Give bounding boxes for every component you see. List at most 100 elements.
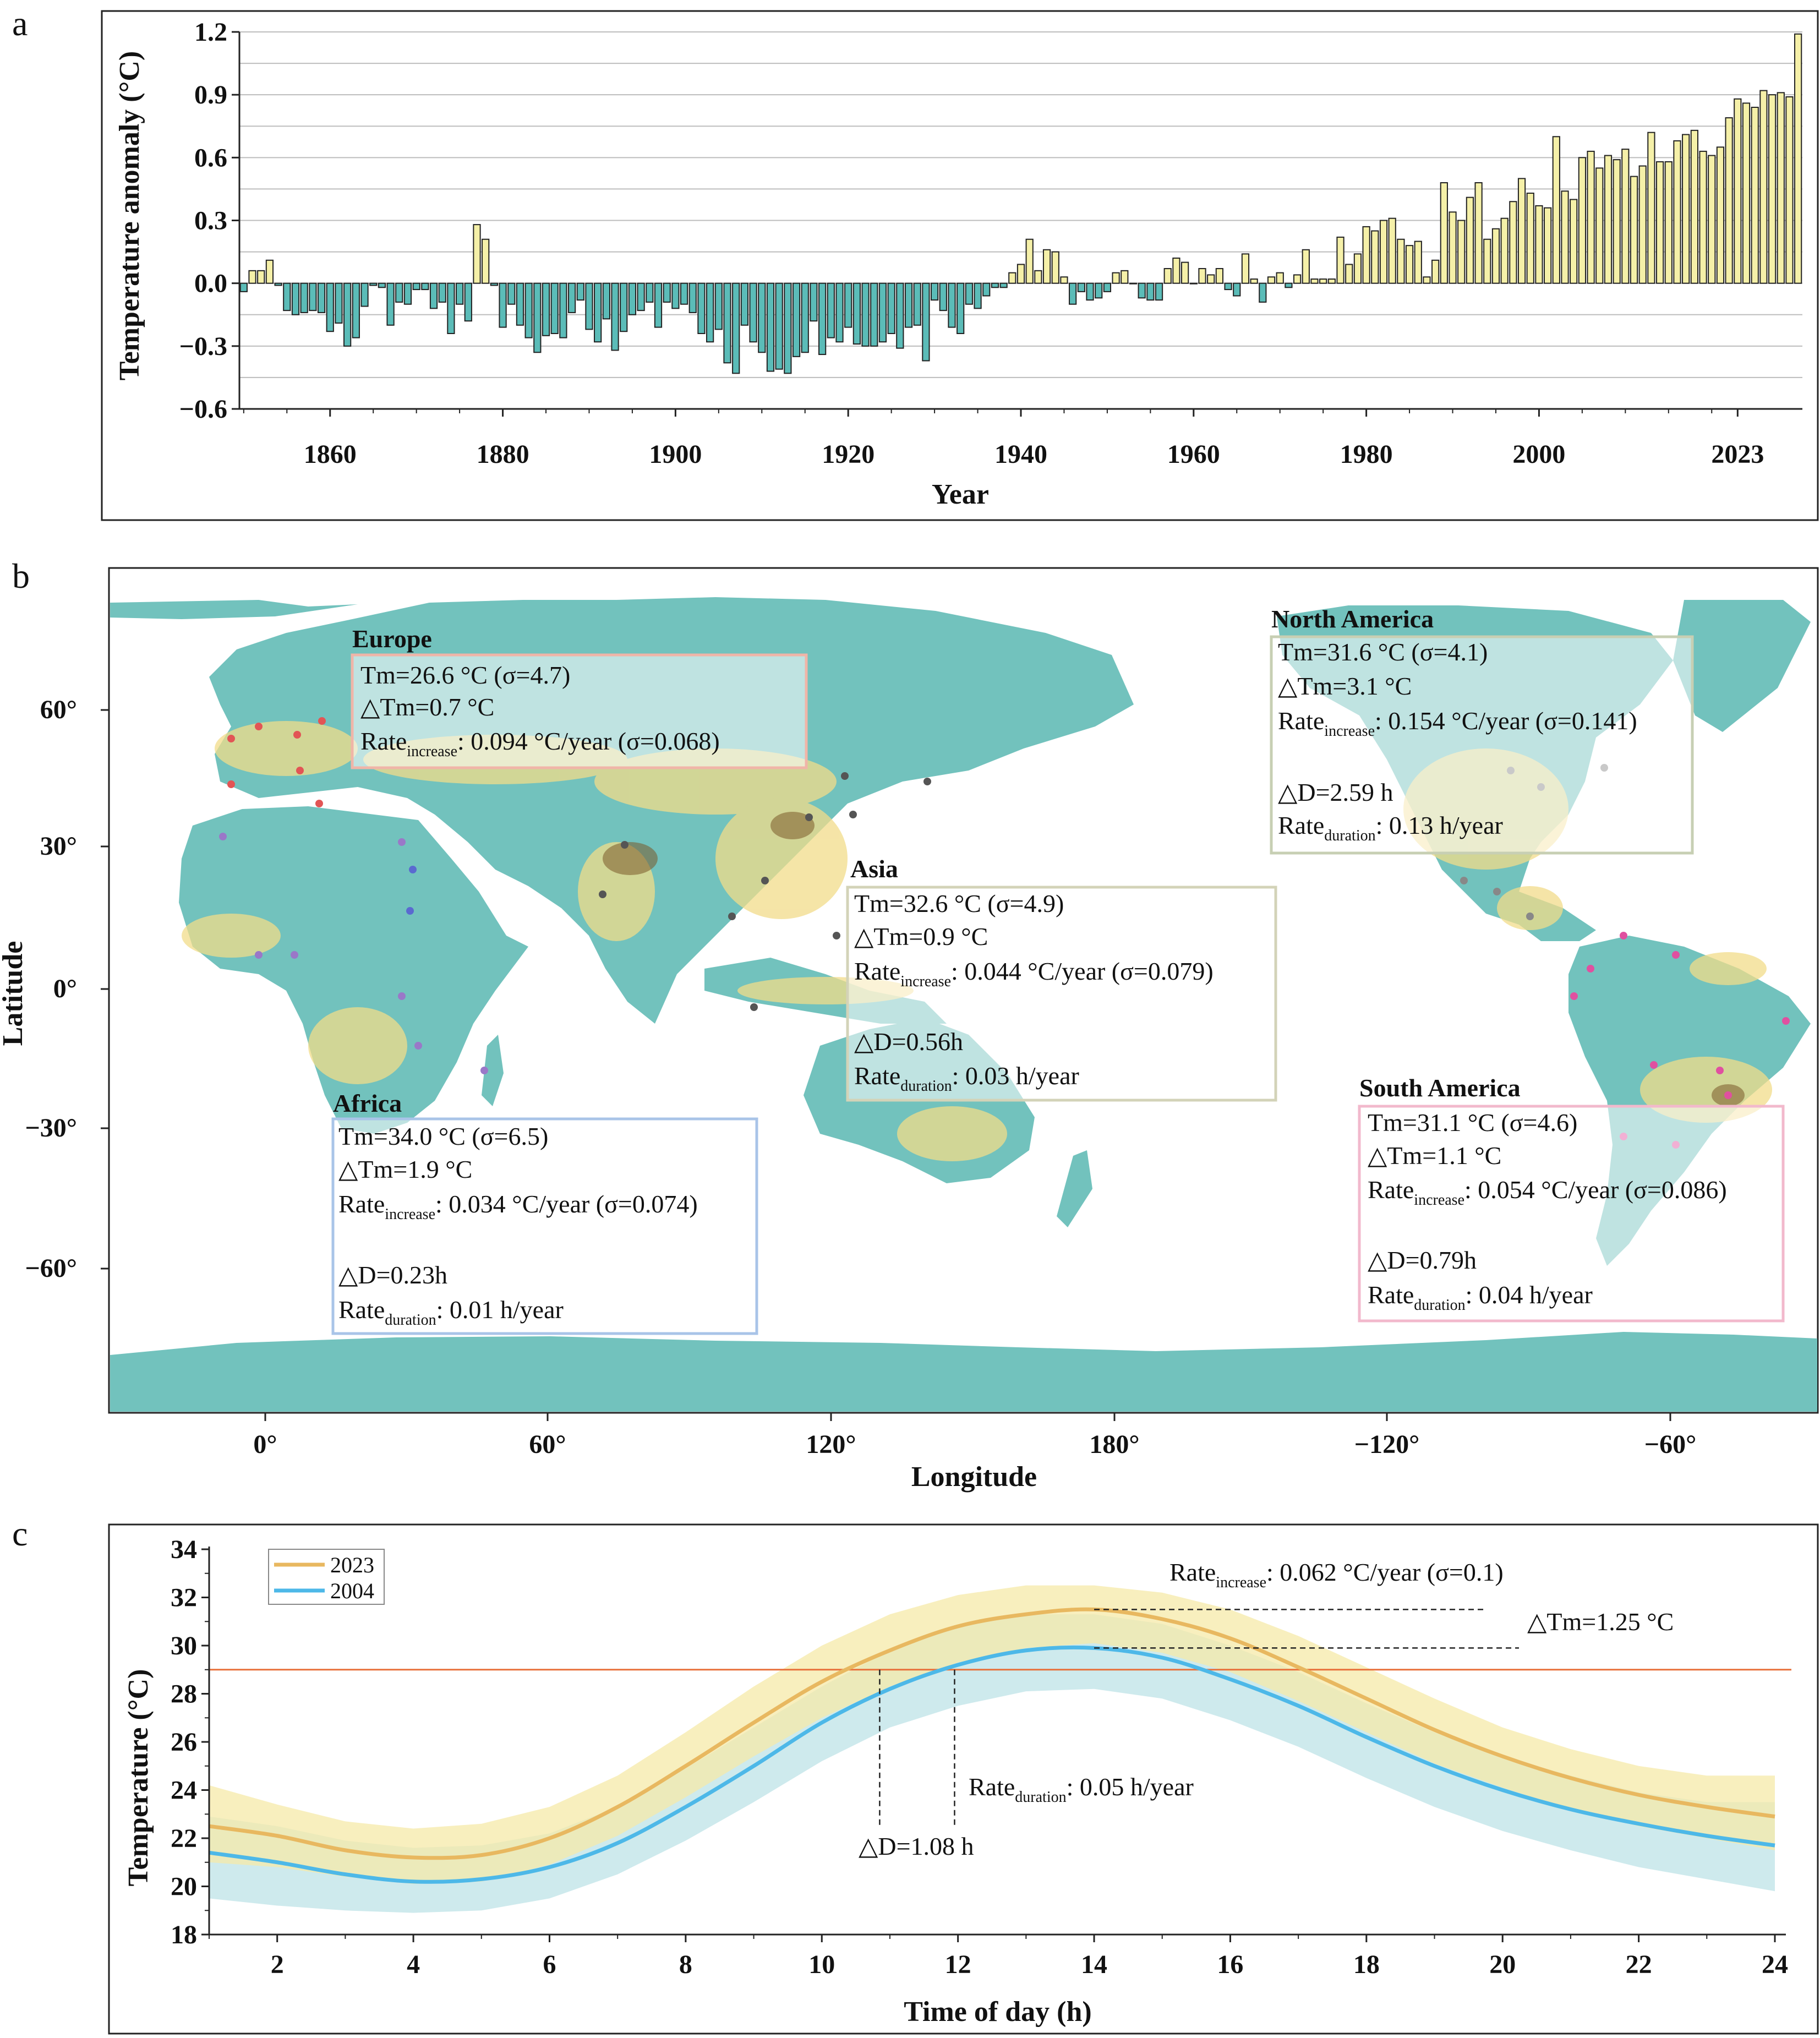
bar (1379, 220, 1388, 284)
region-title: North America (1271, 605, 1434, 633)
station-marker (833, 932, 840, 939)
bar (1077, 282, 1085, 292)
lat-tick: 0° (53, 974, 77, 1003)
bar (1759, 90, 1768, 284)
station-marker (296, 767, 304, 774)
x-tick-label: 1980 (1340, 440, 1393, 469)
region-delta-tm: △Tm=1.1 °C (1368, 1141, 1501, 1170)
station-marker (750, 1003, 758, 1011)
landmass-arctic (110, 600, 358, 619)
region-box-europe: Europe Tm=26.6 °C (σ=4.7) △Tm=0.7 °C Rat… (351, 625, 808, 769)
bar (1172, 258, 1180, 284)
bar (1276, 272, 1284, 284)
bar (758, 282, 766, 353)
landmass-madagascar (482, 1035, 504, 1106)
bar (507, 282, 516, 305)
bar (1155, 282, 1163, 301)
bar (1034, 270, 1042, 284)
bar (352, 282, 360, 338)
bar (1457, 220, 1466, 284)
annotation-delta-tm: △Tm=1.25 °C (1527, 1608, 1674, 1636)
station-marker (315, 800, 323, 807)
panel-c-legend: 2023 2004 (268, 1549, 385, 1605)
station-marker (409, 866, 417, 873)
bar (827, 282, 835, 338)
station-marker (1570, 992, 1578, 1000)
bar (1570, 199, 1578, 284)
region-rate-increase: Rateincrease: 0.044 °C/year (σ=0.079) (854, 957, 1214, 990)
world-map: Europe Tm=26.6 °C (σ=4.7) △Tm=0.7 °C Rat… (0, 567, 1819, 1493)
landmass-new-zealand (1057, 1150, 1092, 1227)
lon-tick: −60° (1644, 1430, 1697, 1459)
bar (646, 282, 654, 303)
bar (999, 282, 1008, 288)
bar (326, 282, 334, 332)
x-tick-label: 2 (271, 1950, 284, 1979)
station-marker (293, 731, 301, 739)
bar (1768, 94, 1777, 284)
bar (378, 282, 386, 288)
y-tick-label: 0.6 (194, 143, 227, 172)
bar (1474, 182, 1483, 284)
station-marker (398, 838, 406, 846)
station-marker (1493, 888, 1501, 895)
bar (1181, 261, 1189, 284)
bar (1112, 272, 1120, 284)
bar (1086, 282, 1094, 301)
x-tick-label: 1920 (822, 440, 875, 469)
bar (1431, 259, 1440, 284)
station-marker (805, 813, 813, 821)
panel-b-letter: b (12, 556, 30, 595)
station-marker (1672, 951, 1680, 959)
landmass-greenland (1673, 600, 1811, 732)
station-marker (728, 913, 736, 920)
station-marker (923, 778, 931, 785)
bar (896, 282, 904, 349)
y-tick-label: 22 (171, 1824, 197, 1853)
y-tick-label: 32 (171, 1583, 197, 1613)
bar (1293, 274, 1302, 284)
bar (464, 282, 472, 322)
bar (714, 282, 723, 330)
x-tick-label: 20 (1489, 1950, 1516, 1979)
map-xlabel: Longitude (911, 1461, 1037, 1493)
station-marker (761, 877, 769, 884)
station-marker (291, 951, 298, 959)
region-box-border (351, 653, 808, 769)
bar (904, 282, 913, 328)
bar (1207, 274, 1215, 284)
bar (1449, 211, 1457, 284)
panel-c-frame (108, 1523, 1819, 2035)
bar (343, 282, 352, 347)
bar (974, 282, 982, 309)
series-line-2023 (209, 1607, 1775, 1860)
bar (1224, 282, 1232, 291)
bar (1129, 282, 1138, 285)
bar (1708, 155, 1716, 284)
bar (637, 282, 645, 312)
bar (706, 282, 714, 343)
bar (1509, 201, 1517, 284)
bar (620, 282, 628, 332)
bar (1016, 264, 1025, 284)
bar (403, 282, 412, 305)
bar (1146, 282, 1155, 301)
bar (1613, 159, 1621, 284)
bar (395, 282, 403, 303)
bar (1310, 278, 1319, 284)
x-tick-label: 4 (407, 1950, 420, 1979)
bar (1285, 282, 1293, 288)
x-tick-label: 1960 (1167, 440, 1220, 469)
bar (1025, 238, 1034, 284)
region-delta-tm: △Tm=3.1 °C (1278, 672, 1412, 700)
station-marker (1724, 1091, 1732, 1099)
region-rate-duration: Rateduration: 0.13 h/year (1278, 811, 1503, 844)
region-tm: Tm=31.1 °C (σ=4.6) (1368, 1108, 1577, 1137)
bar (688, 282, 697, 313)
x-tick-label: 1880 (477, 440, 529, 469)
bar (1466, 196, 1474, 284)
station-marker (255, 951, 263, 959)
region-box-border (331, 1117, 758, 1335)
bar (1051, 251, 1059, 284)
bar (585, 282, 593, 330)
